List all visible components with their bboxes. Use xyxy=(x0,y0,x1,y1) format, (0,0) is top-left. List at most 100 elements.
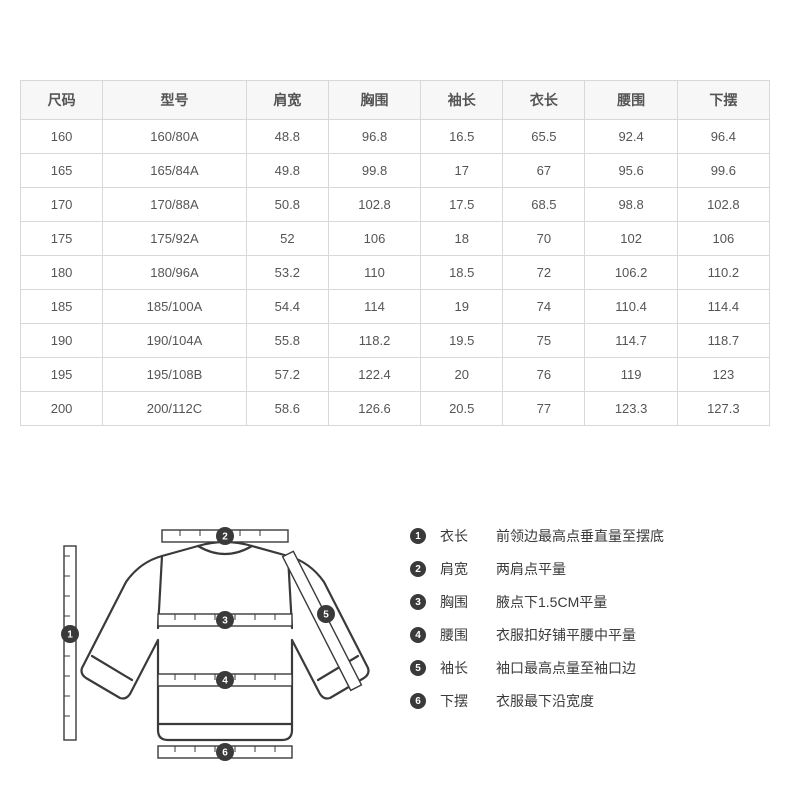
table-cell: 195/108B xyxy=(103,358,247,392)
table-cell: 122.4 xyxy=(328,358,420,392)
legend-badge-icon: 6 xyxy=(410,693,426,709)
table-cell: 99.6 xyxy=(677,154,769,188)
legend-term: 胸围 xyxy=(440,592,496,612)
table-cell: 75 xyxy=(503,324,585,358)
lower-section: 1 2 3 4 5 6 1 衣长 前领边最高点垂直量至摆底 2 肩宽 两肩点平量… xyxy=(20,516,770,771)
table-row: 160160/80A48.896.816.565.592.496.4 xyxy=(21,120,770,154)
table-cell: 96.4 xyxy=(677,120,769,154)
table-row: 195195/108B57.2122.42076119123 xyxy=(21,358,770,392)
size-chart-table: 尺码 型号 肩宽 胸围 袖长 衣长 腰围 下摆 160160/80A48.896… xyxy=(20,80,770,426)
table-cell: 200 xyxy=(21,392,103,426)
table-body: 160160/80A48.896.816.565.592.496.4165165… xyxy=(21,120,770,426)
table-row: 190190/104A55.8118.219.575114.7118.7 xyxy=(21,324,770,358)
table-cell: 19.5 xyxy=(421,324,503,358)
table-cell: 106.2 xyxy=(585,256,677,290)
legend-item: 6 下摆 衣服最下沿宽度 xyxy=(410,691,750,711)
legend-term: 下摆 xyxy=(440,691,496,711)
legend-badge-icon: 2 xyxy=(410,561,426,577)
table-cell: 53.2 xyxy=(246,256,328,290)
legend-desc: 衣服最下沿宽度 xyxy=(496,691,750,711)
legend-desc: 两肩点平量 xyxy=(496,559,750,579)
legend-item: 3 胸围 腋点下1.5CM平量 xyxy=(410,592,750,612)
col-chest: 胸围 xyxy=(328,81,420,120)
legend-desc: 前领边最高点垂直量至摆底 xyxy=(496,526,750,546)
legend-badge-icon: 3 xyxy=(410,594,426,610)
col-waist: 腰围 xyxy=(585,81,677,120)
table-cell: 114.4 xyxy=(677,290,769,324)
table-cell: 57.2 xyxy=(246,358,328,392)
table-cell: 165/84A xyxy=(103,154,247,188)
table-cell: 17.5 xyxy=(421,188,503,222)
svg-text:6: 6 xyxy=(222,748,228,759)
table-cell: 102.8 xyxy=(677,188,769,222)
table-cell: 74 xyxy=(503,290,585,324)
legend-desc: 衣服扣好铺平腰中平量 xyxy=(496,625,750,645)
table-cell: 106 xyxy=(328,222,420,256)
table-cell: 127.3 xyxy=(677,392,769,426)
table-cell: 102 xyxy=(585,222,677,256)
table-cell: 16.5 xyxy=(421,120,503,154)
table-row: 170170/88A50.8102.817.568.598.8102.8 xyxy=(21,188,770,222)
table-cell: 92.4 xyxy=(585,120,677,154)
table-cell: 190 xyxy=(21,324,103,358)
col-model: 型号 xyxy=(103,81,247,120)
table-cell: 180/96A xyxy=(103,256,247,290)
table-cell: 160/80A xyxy=(103,120,247,154)
table-header: 尺码 型号 肩宽 胸围 袖长 衣长 腰围 下摆 xyxy=(21,81,770,120)
legend-term: 袖长 xyxy=(440,658,496,678)
table-cell: 180 xyxy=(21,256,103,290)
table-cell: 102.8 xyxy=(328,188,420,222)
col-length: 衣长 xyxy=(503,81,585,120)
table-cell: 160 xyxy=(21,120,103,154)
table-cell: 170/88A xyxy=(103,188,247,222)
table-cell: 123 xyxy=(677,358,769,392)
table-cell: 190/104A xyxy=(103,324,247,358)
table-cell: 119 xyxy=(585,358,677,392)
table-cell: 126.6 xyxy=(328,392,420,426)
table-row: 180180/96A53.211018.572106.2110.2 xyxy=(21,256,770,290)
table-row: 165165/84A49.899.8176795.699.6 xyxy=(21,154,770,188)
table-cell: 118.2 xyxy=(328,324,420,358)
table-row: 175175/92A521061870102106 xyxy=(21,222,770,256)
table-cell: 52 xyxy=(246,222,328,256)
table-cell: 67 xyxy=(503,154,585,188)
table-cell: 175 xyxy=(21,222,103,256)
table-cell: 165 xyxy=(21,154,103,188)
table-cell: 118.7 xyxy=(677,324,769,358)
table-cell: 185/100A xyxy=(103,290,247,324)
table-cell: 17 xyxy=(421,154,503,188)
legend-term: 衣长 xyxy=(440,526,496,546)
table-cell: 72 xyxy=(503,256,585,290)
col-shoulder: 肩宽 xyxy=(246,81,328,120)
legend-item: 4 腰围 衣服扣好铺平腰中平量 xyxy=(410,625,750,645)
svg-text:4: 4 xyxy=(222,676,228,687)
table-cell: 68.5 xyxy=(503,188,585,222)
table-cell: 20 xyxy=(421,358,503,392)
table-cell: 99.8 xyxy=(328,154,420,188)
table-cell: 49.8 xyxy=(246,154,328,188)
garment-diagram: 1 2 3 4 5 6 xyxy=(40,516,410,771)
legend-badge-icon: 4 xyxy=(410,627,426,643)
table-cell: 18 xyxy=(421,222,503,256)
table-cell: 185 xyxy=(21,290,103,324)
table-cell: 18.5 xyxy=(421,256,503,290)
table-cell: 70 xyxy=(503,222,585,256)
table-cell: 48.8 xyxy=(246,120,328,154)
col-hem: 下摆 xyxy=(677,81,769,120)
table-cell: 114.7 xyxy=(585,324,677,358)
legend-desc: 腋点下1.5CM平量 xyxy=(496,592,750,612)
svg-text:5: 5 xyxy=(323,610,329,621)
legend-term: 腰围 xyxy=(440,625,496,645)
legend-item: 5 袖长 袖口最高点量至袖口边 xyxy=(410,658,750,678)
legend-term: 肩宽 xyxy=(440,559,496,579)
table-cell: 65.5 xyxy=(503,120,585,154)
table-cell: 170 xyxy=(21,188,103,222)
col-sleeve: 袖长 xyxy=(421,81,503,120)
table-cell: 110.4 xyxy=(585,290,677,324)
table-cell: 110 xyxy=(328,256,420,290)
table-cell: 175/92A xyxy=(103,222,247,256)
table-cell: 114 xyxy=(328,290,420,324)
table-cell: 106 xyxy=(677,222,769,256)
table-cell: 195 xyxy=(21,358,103,392)
legend-item: 2 肩宽 两肩点平量 xyxy=(410,559,750,579)
